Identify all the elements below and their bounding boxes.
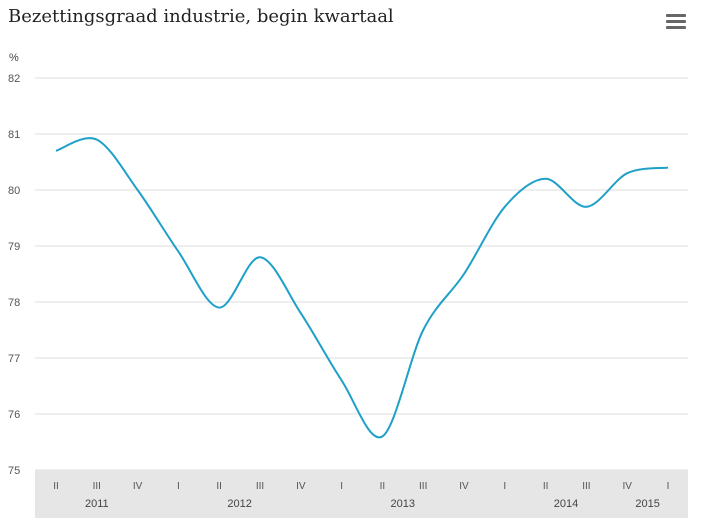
x-tick-quarter: I [503,481,506,492]
x-tick-year: 2015 [635,498,659,510]
y-tick-label: 77 [8,353,20,365]
y-tick-label: 79 [8,241,20,253]
x-tick-quarter: III [93,481,101,492]
y-tick-label: 78 [8,297,20,309]
y-tick-label: 81 [8,129,20,141]
chart-title: Bezettingsgraad industrie, begin kwartaa… [8,6,394,27]
x-tick-quarter: III [256,481,264,492]
x-tick-quarter: IV [133,481,143,492]
x-tick-quarter: IV [296,481,306,492]
y-tick-label: 75 [8,465,20,477]
x-tick-year: 2014 [554,498,578,510]
y-tick-label: 80 [8,185,20,197]
x-tick-quarter: I [177,481,180,492]
x-tick-year: 2011 [85,498,109,510]
x-tick-quarter: IV [622,481,632,492]
y-axis-unit: % [9,52,19,64]
y-axis-ticks: 75 76 77 78 79 80 81 82 [8,73,20,477]
y-tick-label: 76 [8,409,20,421]
x-tick-quarter: I [340,481,343,492]
y-tick-label: 82 [8,73,20,85]
x-tick-quarter: IV [459,481,469,492]
hamburger-menu-icon[interactable] [666,14,686,30]
x-tick-quarter: II [53,481,59,492]
x-tick-quarter: I [667,481,670,492]
x-tick-quarter: II [543,481,549,492]
x-tick-quarter: III [419,481,427,492]
x-tick-quarter: II [380,481,386,492]
x-axis-band [35,470,688,518]
x-tick-quarter: III [582,481,590,492]
gridlines [35,77,688,471]
x-tick-year: 2013 [391,498,415,510]
series-line [55,137,669,439]
x-tick-year: 2012 [227,498,251,510]
x-tick-quarter: II [216,481,222,492]
